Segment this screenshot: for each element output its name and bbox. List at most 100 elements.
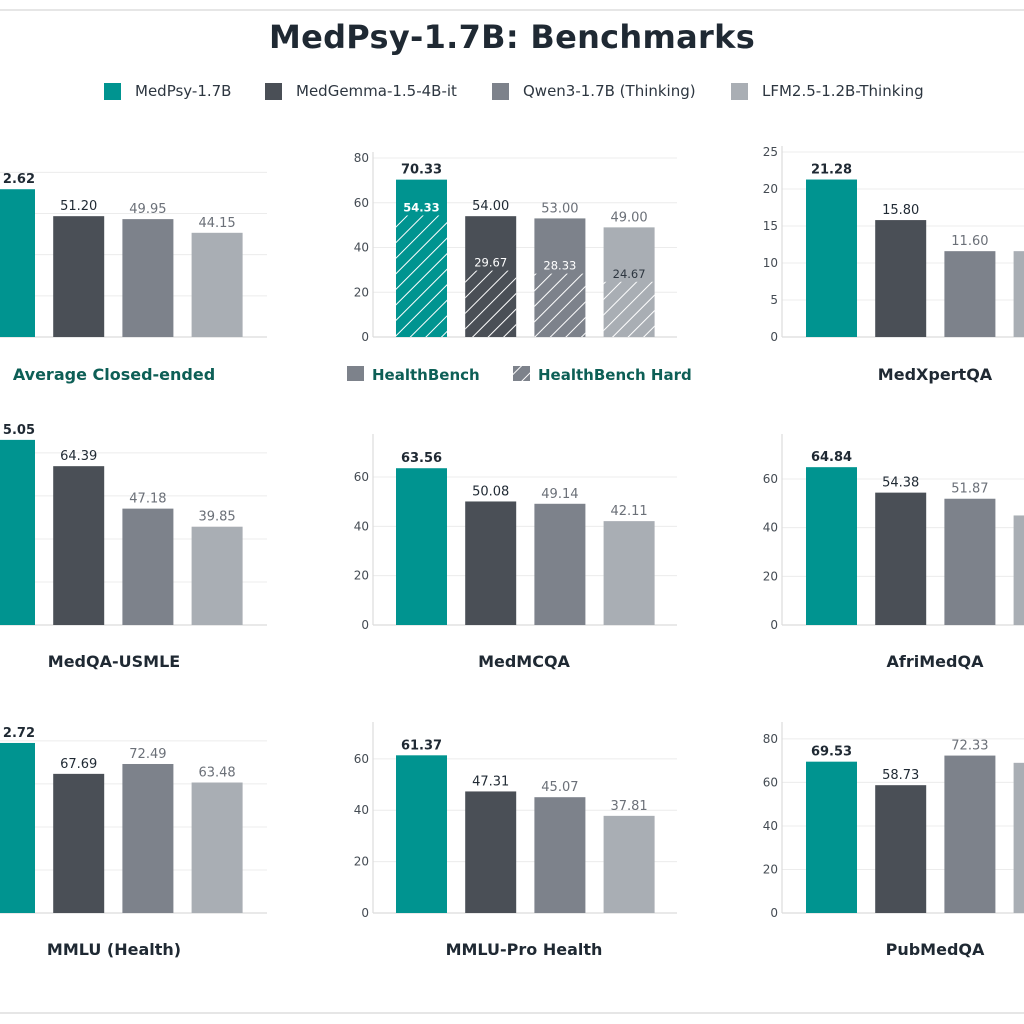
bar-value-label: 44.15: [198, 216, 235, 231]
bar: [122, 508, 174, 625]
bar: [806, 761, 857, 913]
bar: [0, 439, 35, 625]
bar: [191, 232, 243, 337]
bar-hard-value-label: 28.33: [543, 259, 576, 273]
sub-legend-label-solid: HealthBench: [372, 366, 480, 384]
figure-title: MedPsy-1.7B: Benchmarks: [268, 18, 756, 56]
bar: [122, 219, 174, 337]
y-tick-label: 20: [354, 285, 369, 299]
y-tick-label: 10: [763, 256, 778, 270]
bar: [806, 467, 857, 625]
y-tick-label: 0: [770, 618, 778, 632]
bar-value-label: 42.11: [610, 504, 647, 519]
bar-value-label: 54.00: [472, 199, 509, 214]
panel-title: MMLU-Pro Health: [446, 940, 603, 959]
bar-value-label: 2.62: [3, 172, 35, 187]
y-tick-label: 60: [354, 470, 369, 484]
y-tick-label: 0: [361, 330, 369, 344]
bar-value-label: 51.87: [951, 482, 988, 497]
bar-value-label: 15.80: [882, 203, 919, 218]
bar-hard-value-label: 29.67: [474, 256, 507, 270]
y-tick-label: 60: [354, 196, 369, 210]
legend-item-medgemma: MedGemma-1.5-4B-it: [265, 80, 457, 102]
bar: [1013, 251, 1024, 337]
y-tick-label: 20: [354, 855, 369, 869]
legend-swatch-lfm: [731, 82, 748, 100]
panel-title: MMLU (Health): [47, 940, 181, 959]
bar-hard-value-label: 24.67: [613, 267, 646, 281]
sub-legend-swatch-solid: [347, 366, 364, 381]
bar: [944, 755, 996, 913]
panel-title: Average Closed-ended: [13, 365, 215, 384]
bar-value-label: 72.33: [951, 739, 988, 754]
bar-value-label: 70.33: [401, 163, 442, 178]
bar-healthbench-hard: [534, 273, 586, 337]
legend-label-medpsy: MedPsy-1.7B: [135, 82, 232, 100]
y-tick-label: 40: [354, 241, 369, 255]
y-tick-label: 25: [763, 145, 778, 159]
panel-title: PubMedQA: [886, 940, 985, 959]
y-tick-label: 0: [770, 330, 778, 344]
bar-value-label: 53.00: [541, 201, 578, 216]
bar-value-label: 2.72: [3, 726, 35, 741]
bar-healthbench-hard: [396, 215, 447, 337]
bar: [465, 501, 517, 625]
bar-value-label: 54.38: [882, 476, 919, 491]
sub-legend-label-hatched: HealthBench Hard: [538, 366, 692, 384]
bar: [396, 468, 447, 625]
legend-item-lfm: LFM2.5-1.2B-Thinking: [731, 80, 924, 102]
y-tick-label: 80: [354, 151, 369, 165]
bar: [122, 763, 174, 913]
y-tick-label: 5: [770, 293, 778, 307]
y-tick-label: 60: [354, 752, 369, 766]
bar-value-label: 64.84: [811, 450, 852, 465]
bar-value-label: 58.73: [882, 768, 919, 783]
bar-value-label: 21.28: [811, 163, 852, 178]
bar: [1013, 515, 1024, 625]
bar: [53, 216, 105, 337]
bottom-divider: [0, 1012, 1024, 1014]
y-tick-label: 20: [763, 569, 778, 583]
y-tick-label: 20: [763, 862, 778, 876]
bar-value-label: 49.14: [541, 487, 578, 502]
panel-title: MedMCQA: [478, 652, 570, 671]
bar-value-label: 49.95: [129, 202, 166, 217]
bar-value-label: 47.18: [129, 492, 166, 507]
bar: [875, 785, 927, 913]
bar-value-label: 63.56: [401, 451, 442, 466]
legend-item-qwen3: Qwen3-1.7B (Thinking): [492, 80, 696, 102]
bar: [603, 815, 655, 913]
bar: [396, 755, 447, 913]
bar: [191, 526, 243, 625]
y-tick-label: 0: [361, 906, 369, 920]
bar: [1013, 762, 1024, 913]
bar: [944, 498, 996, 625]
bar-value-label: 11.60: [951, 234, 988, 249]
bar: [603, 521, 655, 625]
y-tick-label: 80: [763, 732, 778, 746]
bar-value-label: 72.49: [129, 747, 166, 762]
bar-value-label: 39.85: [198, 510, 235, 525]
legend-swatch-qwen3: [492, 82, 509, 100]
y-tick-label: 0: [770, 906, 778, 920]
legend-item-medpsy: MedPsy-1.7B: [104, 80, 231, 102]
bar: [53, 466, 105, 625]
bar: [534, 503, 586, 625]
bar: [875, 220, 927, 337]
bar-value-label: 61.37: [401, 738, 442, 753]
panel-title: AfriMedQA: [887, 652, 985, 671]
bar-value-label: 63.48: [198, 766, 235, 781]
bar: [806, 179, 857, 337]
bar: [875, 492, 927, 625]
bar: [191, 782, 243, 913]
y-tick-label: 60: [763, 472, 778, 486]
y-tick-label: 15: [763, 219, 778, 233]
y-tick-label: 20: [763, 182, 778, 196]
y-tick-label: 40: [354, 803, 369, 817]
legend: MedPsy-1.7B MedGemma-1.5-4B-it Qwen3-1.7…: [0, 80, 1024, 104]
bar-healthbench-hard: [465, 270, 517, 337]
bar-value-label: 64.39: [60, 449, 97, 464]
bar-value-label: 69.53: [811, 745, 852, 760]
bar-value-label: 37.81: [610, 799, 647, 814]
